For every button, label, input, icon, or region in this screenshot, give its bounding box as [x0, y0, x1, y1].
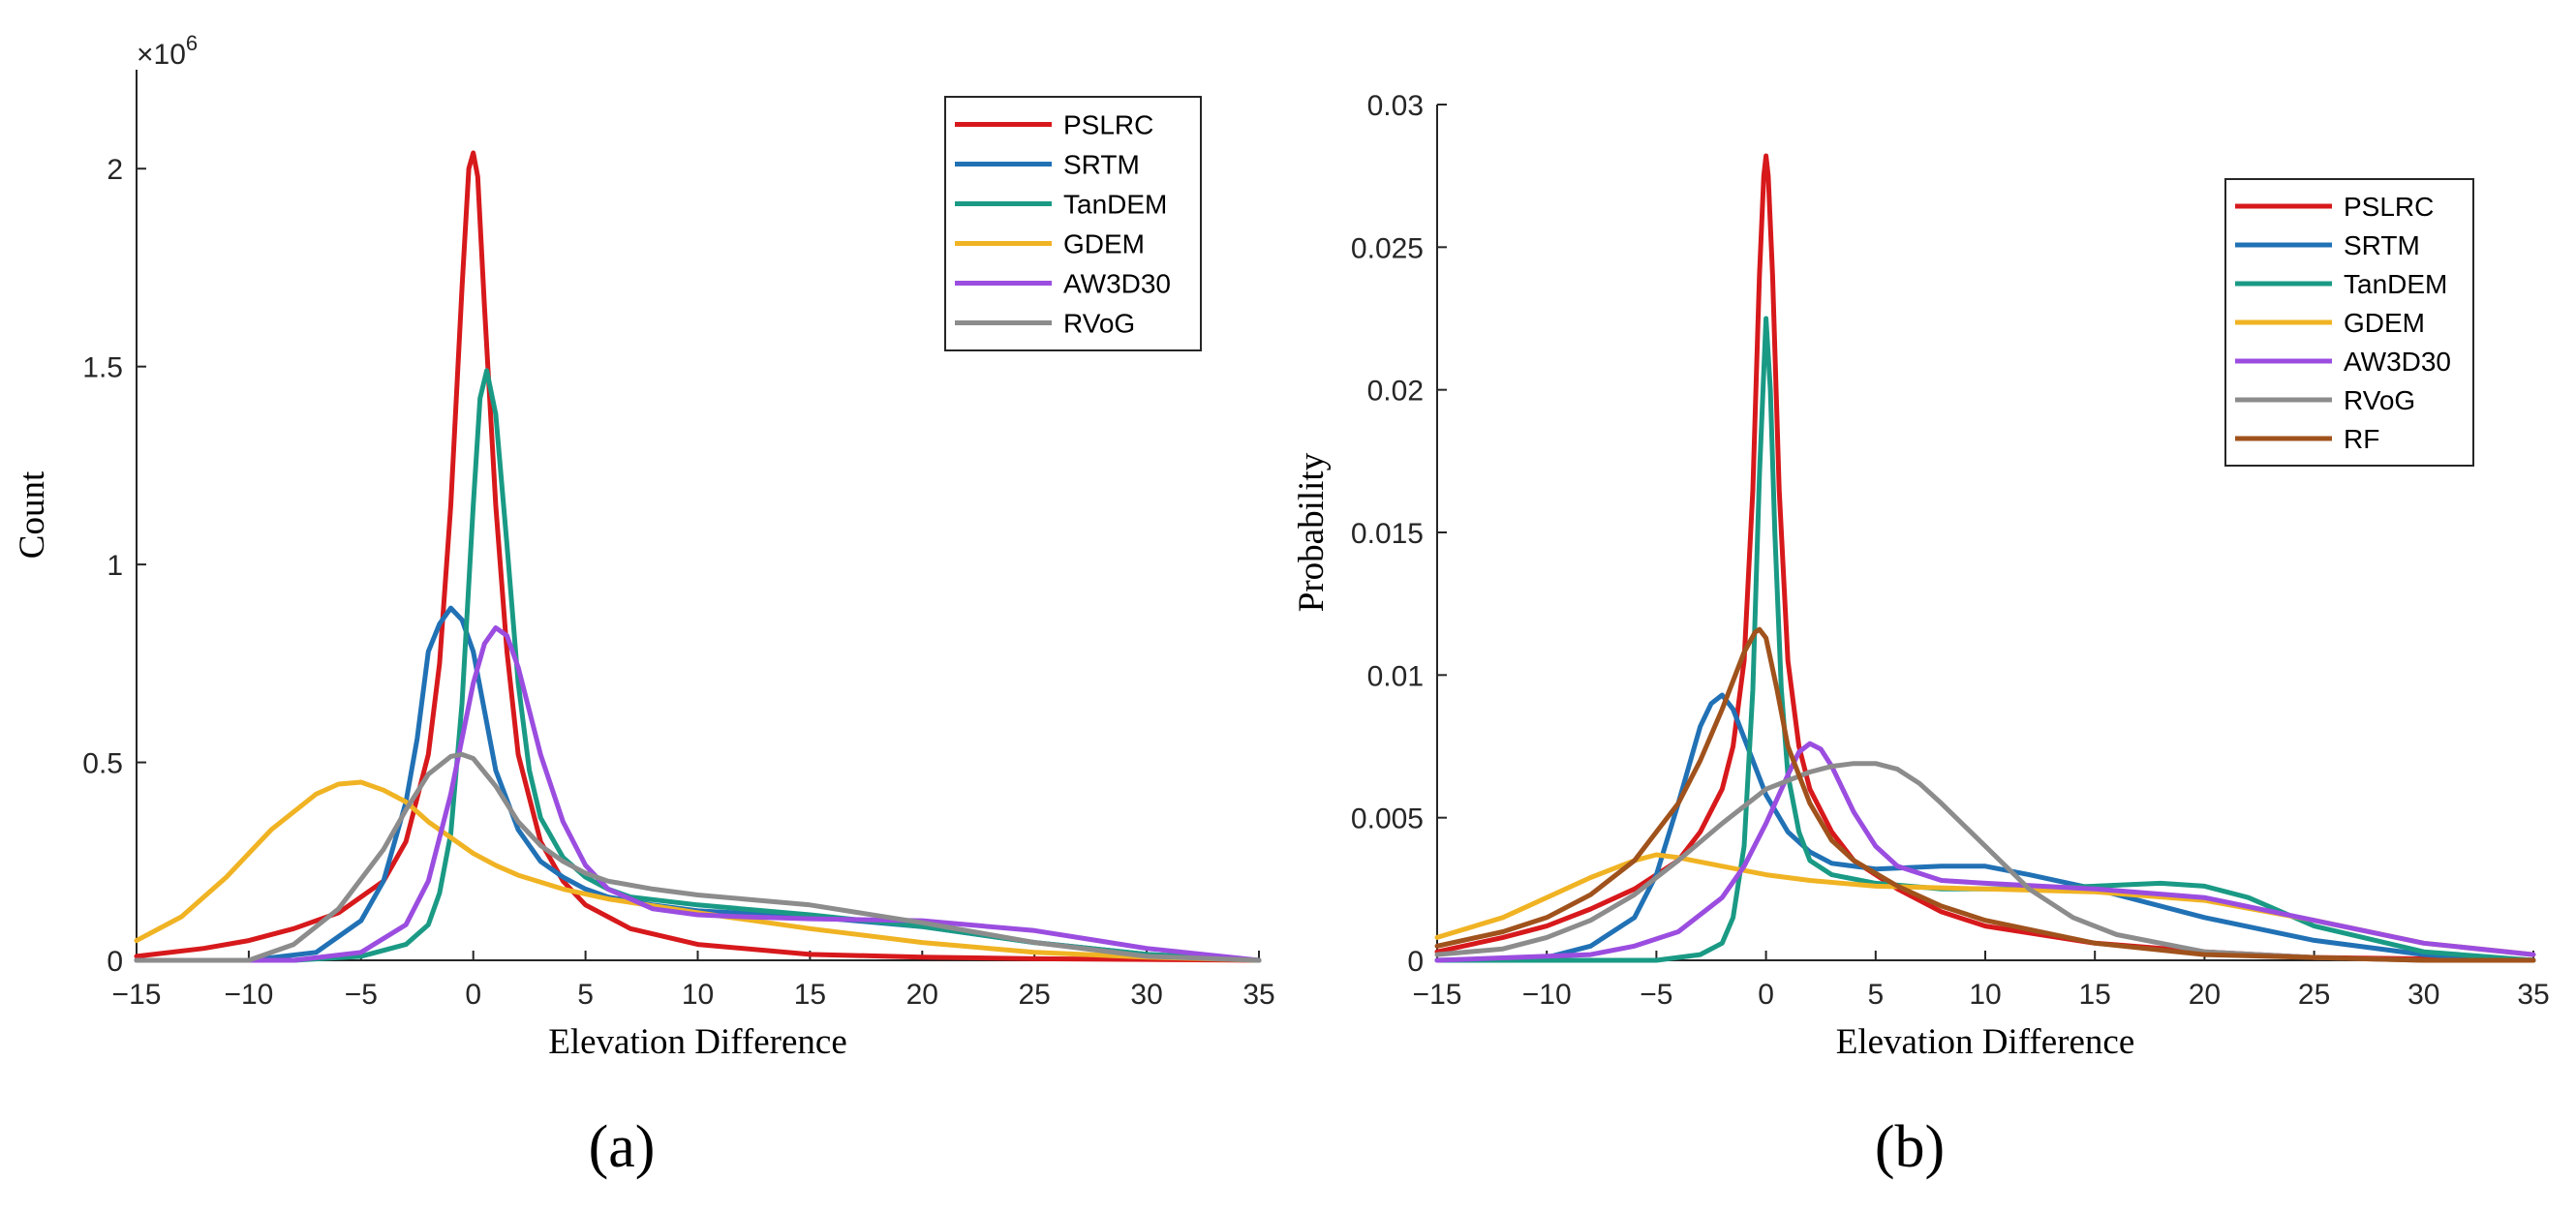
chart-b: −15 −10 −5 0 5 10 15 20 25 30 35 0 0.005 0.01 0.015 0.0… [1292, 90, 2550, 1180]
x-tick-label: 0 [1758, 979, 1774, 1011]
x-tick-label: 25 [1019, 979, 1051, 1011]
x-tick-label: −15 [112, 979, 162, 1011]
series-line-rvog [134, 751, 1262, 963]
x-tick-label: −5 [345, 979, 378, 1011]
y-tick-label: 0.01 [1367, 660, 1424, 692]
x-tick-label: −10 [224, 979, 273, 1011]
x-tick-label: 20 [906, 979, 938, 1011]
series-line-pslrc [134, 150, 1262, 963]
legend-label-tandem: TanDEM [1063, 190, 1167, 220]
x-tick-label: 20 [2189, 979, 2221, 1011]
series-line-rvog [1434, 761, 2536, 963]
y-tick-label: 0.015 [1351, 518, 1424, 550]
y-tick-label: 1.5 [82, 352, 123, 384]
y-tick-label: 0 [1407, 946, 1424, 978]
x-axis-label: Elevation Difference [548, 1022, 847, 1062]
legend-label-pslrc: PSLRC [2344, 192, 2434, 222]
legend-label-rvog: RVoG [1063, 309, 1135, 339]
series-line-rf [1434, 626, 2536, 963]
legend-label-gdem: GDEM [2344, 308, 2425, 338]
x-tick-label: −15 [1413, 979, 1462, 1011]
x-tick-label: 25 [2298, 979, 2330, 1011]
legend-label-aw3d30: AW3D30 [1063, 269, 1171, 299]
legend-box [944, 96, 1202, 351]
subfigure-label: (b) [1875, 1114, 1945, 1180]
x-tick-label: 5 [577, 979, 594, 1011]
y-tick-label: 0.5 [82, 748, 123, 780]
subfigure-label: (a) [589, 1114, 656, 1180]
x-tick-label: −10 [1522, 979, 1572, 1011]
legend-label-pslrc: PSLRC [1063, 110, 1153, 140]
legend-label-gdem: GDEM [1063, 229, 1145, 259]
x-tick-label: 10 [682, 979, 714, 1011]
legend-label-srtm: SRTM [2344, 230, 2420, 260]
y-tick-label: 0.02 [1367, 376, 1424, 408]
x-tick-label: 30 [2407, 979, 2439, 1011]
series-line-aw3d30 [134, 625, 1262, 963]
y-tick-label: 0.025 [1351, 232, 1424, 264]
x-tick-label: 30 [1130, 979, 1162, 1011]
series-line-tandem [1434, 316, 2536, 963]
series-line-gdem [134, 779, 1262, 963]
y-exponent-label: ×106 [137, 31, 198, 71]
legend: PSLRC SRTM TanDEM GDEM AW3D30 RVoG [944, 96, 1202, 351]
x-tick-label: 0 [465, 979, 481, 1011]
x-tick-label: 35 [2517, 979, 2549, 1011]
legend-label-tandem: TanDEM [2344, 269, 2447, 299]
y-axis-label: Probability [1292, 452, 1332, 612]
y-tick-label: 0.03 [1367, 90, 1424, 122]
chart-a: −15 −10 −5 0 5 10 15 20 25 30 35 0 0.5 1 1.5 2 ×106 Eleva… [13, 31, 1275, 1180]
series-line-tandem [134, 368, 1262, 963]
legend-label-aw3d30: AW3D30 [2344, 347, 2451, 377]
y-tick-label: 0.005 [1351, 803, 1424, 835]
x-tick-label: 10 [1969, 979, 2001, 1011]
x-tick-label: 15 [794, 979, 826, 1011]
y-axis-label: Count [13, 470, 52, 559]
series-line-aw3d30 [1434, 741, 2536, 963]
x-tick-label: 35 [1242, 979, 1274, 1011]
y-tick-label: 0 [107, 946, 123, 978]
legend-label-srtm: SRTM [1063, 150, 1140, 180]
series-line-srtm [134, 605, 1262, 963]
legend: PSLRC SRTM TanDEM GDEM AW3D30 RVoG RF [2224, 178, 2474, 467]
legend-label-rvog: RVoG [2344, 385, 2415, 415]
x-tick-label: −5 [1640, 979, 1672, 1011]
y-tick-label: 2 [107, 154, 123, 186]
y-tick-label: 1 [107, 550, 123, 582]
legend-label-rf: RF [2344, 424, 2379, 454]
x-tick-label: 15 [2079, 979, 2111, 1011]
x-tick-label: 5 [1867, 979, 1884, 1011]
x-axis-label: Elevation Difference [1836, 1022, 2135, 1062]
